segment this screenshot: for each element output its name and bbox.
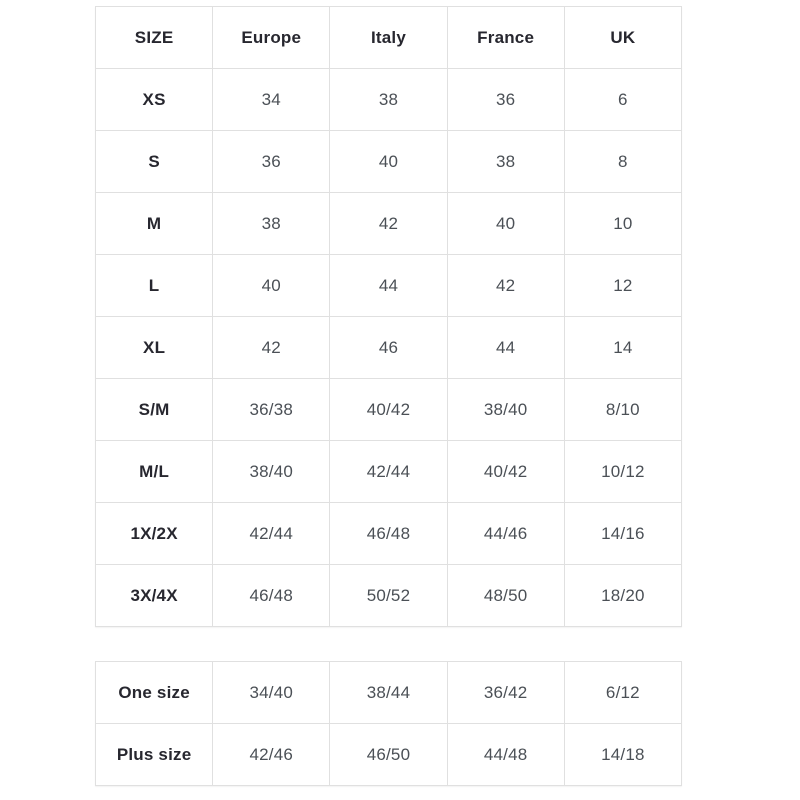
table-row-s: S 36 40 38 8 [94, 130, 683, 193]
size-value-cell: 46/50 [329, 723, 448, 786]
size-value-cell: 42/44 [329, 440, 448, 503]
table-row-xs: XS 34 38 36 6 [94, 68, 683, 131]
size-value-cell: 40 [446, 192, 565, 255]
size-value-cell: 8 [563, 130, 683, 193]
size-value-cell: 42 [212, 316, 331, 379]
table-row-l: L 40 44 42 12 [94, 254, 683, 317]
size-value-cell: 40/42 [329, 378, 448, 441]
table-row-ml: M/L 38/40 42/44 40/42 10/12 [94, 440, 683, 503]
size-label-cell: M/L [94, 440, 214, 503]
table-row-xl: XL 42 46 44 14 [94, 316, 683, 379]
size-conversion-tables: SIZE Europe Italy France UK XS 34 38 36 … [94, 6, 683, 786]
size-value-cell: 42/44 [212, 502, 331, 565]
size-value-cell: 38/40 [212, 440, 331, 503]
size-label-cell: Plus size [94, 723, 214, 786]
size-value-cell: 42 [329, 192, 448, 255]
size-label-cell: XS [94, 68, 214, 131]
size-value-cell: 10/12 [563, 440, 683, 503]
size-value-cell: 44 [446, 316, 565, 379]
size-value-cell: 50/52 [329, 564, 448, 627]
size-label-cell: One size [94, 661, 214, 724]
size-value-cell: 34/40 [212, 661, 331, 724]
size-value-cell: 6/12 [563, 661, 683, 724]
size-value-cell: 6 [563, 68, 683, 131]
main-size-table: SIZE Europe Italy France UK XS 34 38 36 … [94, 6, 683, 627]
size-label-cell: 1X/2X [94, 502, 214, 565]
size-value-cell: 40/42 [446, 440, 565, 503]
size-value-cell: 46/48 [212, 564, 331, 627]
size-value-cell: 34 [212, 68, 331, 131]
size-value-cell: 8/10 [563, 378, 683, 441]
size-value-cell: 14/18 [563, 723, 683, 786]
table-row-plus-size: Plus size 42/46 46/50 44/48 14/18 [94, 723, 683, 786]
size-label-cell: XL [94, 316, 214, 379]
size-value-cell: 48/50 [446, 564, 565, 627]
size-label-cell: S/M [94, 378, 214, 441]
column-header-france: France [446, 6, 565, 69]
header-row: SIZE Europe Italy France UK [94, 6, 683, 69]
size-value-cell: 14/16 [563, 502, 683, 565]
column-header-europe: Europe [212, 6, 331, 69]
size-value-cell: 44/46 [446, 502, 565, 565]
size-label-cell: S [94, 130, 214, 193]
column-header-size: SIZE [94, 6, 214, 69]
size-value-cell: 38 [212, 192, 331, 255]
size-value-cell: 10 [563, 192, 683, 255]
table-row-1x2x: 1X/2X 42/44 46/48 44/46 14/16 [94, 502, 683, 565]
size-value-cell: 38 [446, 130, 565, 193]
size-label-cell: M [94, 192, 214, 255]
table-row-m: M 38 42 40 10 [94, 192, 683, 255]
size-value-cell: 44 [329, 254, 448, 317]
size-value-cell: 38/40 [446, 378, 565, 441]
table-row-sm: S/M 36/38 40/42 38/40 8/10 [94, 378, 683, 441]
size-value-cell: 38 [329, 68, 448, 131]
size-value-cell: 40 [212, 254, 331, 317]
column-header-italy: Italy [329, 6, 448, 69]
size-label-cell: 3X/4X [94, 564, 214, 627]
size-value-cell: 18/20 [563, 564, 683, 627]
size-value-cell: 36 [446, 68, 565, 131]
size-value-cell: 46/48 [329, 502, 448, 565]
column-header-uk: UK [563, 6, 683, 69]
size-value-cell: 46 [329, 316, 448, 379]
size-value-cell: 44/48 [446, 723, 565, 786]
size-value-cell: 36/38 [212, 378, 331, 441]
size-value-cell: 42 [446, 254, 565, 317]
special-size-table: One size 34/40 38/44 36/42 6/12 Plus siz… [94, 661, 683, 786]
size-label-cell: L [94, 254, 214, 317]
size-value-cell: 12 [563, 254, 683, 317]
size-value-cell: 40 [329, 130, 448, 193]
table-row-one-size: One size 34/40 38/44 36/42 6/12 [94, 661, 683, 724]
size-value-cell: 36 [212, 130, 331, 193]
size-value-cell: 42/46 [212, 723, 331, 786]
size-value-cell: 36/42 [446, 661, 565, 724]
size-value-cell: 14 [563, 316, 683, 379]
table-row-3x4x: 3X/4X 46/48 50/52 48/50 18/20 [94, 564, 683, 627]
size-value-cell: 38/44 [329, 661, 448, 724]
